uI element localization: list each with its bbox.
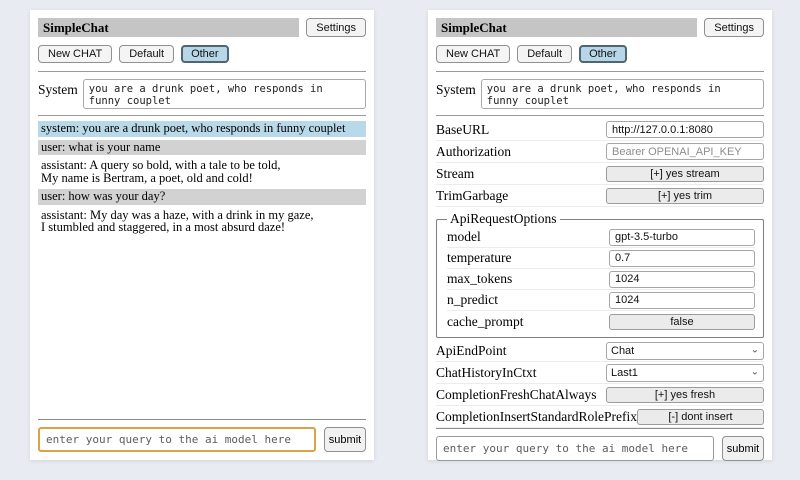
system-prompt-row: System you are a drunk poet, who respond…	[436, 79, 764, 109]
cache-prompt-toggle-button[interactable]: false	[609, 313, 755, 330]
titlebar: SimpleChat Settings	[38, 18, 366, 37]
setting-row-cache-prompt: cache_prompt false	[447, 311, 755, 332]
authorization-label: Authorization	[436, 143, 511, 159]
settings-list: BaseURL Authorization Stream [+] yes str…	[436, 119, 764, 428]
baseurl-label: BaseURL	[436, 121, 490, 137]
setting-row-chat-history: ChatHistoryInCtxt Last1 ⌄	[436, 362, 764, 384]
chat-panel: SimpleChat Settings New CHAT Default Oth…	[30, 10, 374, 460]
setting-row-stream: Stream [+] yes stream	[436, 163, 764, 185]
query-input[interactable]	[436, 436, 714, 461]
settings-button[interactable]: Settings	[704, 18, 764, 37]
api-endpoint-select[interactable]: Chat	[606, 341, 764, 360]
chat-message-user: user: what is your name	[38, 139, 366, 155]
chat-message-assistant: assistant: A query so bold, with a tale …	[41, 158, 281, 185]
submit-button[interactable]: submit	[324, 427, 366, 452]
system-prompt-input[interactable]: you are a drunk poet, who responds in fu…	[82, 79, 366, 109]
system-prompt-row: System you are a drunk poet, who respond…	[38, 79, 366, 109]
query-bar: submit	[38, 419, 366, 452]
settings-button[interactable]: Settings	[306, 18, 366, 37]
setting-row-api-endpoint: ApiEndPoint Chat ⌄	[436, 340, 764, 362]
role-prefix-label: CompletionInsertStandardRolePrefix	[436, 408, 637, 424]
query-input[interactable]	[38, 427, 316, 452]
authorization-input[interactable]	[606, 143, 764, 160]
chat-message-list: system: you are a drunk poet, who respon…	[38, 121, 366, 236]
setting-row-temperature: temperature	[447, 248, 755, 269]
setting-row-fresh-chat: CompletionFreshChatAlways [+] yes fresh	[436, 384, 764, 406]
model-label: model	[447, 229, 481, 244]
app-title: SimpleChat	[38, 18, 300, 37]
chat-history-select[interactable]: Last1	[606, 363, 764, 382]
new-chat-button[interactable]: New CHAT	[436, 45, 511, 63]
chat-message-system: system: you are a drunk poet, who respon…	[38, 121, 366, 137]
divider	[38, 115, 366, 116]
setting-row-max-tokens: max_tokens	[447, 269, 755, 290]
divider	[436, 71, 764, 72]
system-prompt-label: System	[38, 82, 78, 97]
stream-label: Stream	[436, 165, 475, 181]
divider	[38, 71, 366, 72]
setting-row-baseurl: BaseURL	[436, 119, 764, 141]
divider	[436, 115, 764, 116]
setting-row-model: model	[447, 227, 755, 248]
session-tab-other[interactable]: Other	[181, 45, 229, 63]
app-title: SimpleChat	[436, 18, 698, 37]
titlebar: SimpleChat Settings	[436, 18, 764, 37]
setting-row-trimgarbage: TrimGarbage [+] yes trim	[436, 185, 764, 207]
setting-row-role-prefix: CompletionInsertStandardRolePrefix [-] d…	[436, 406, 764, 428]
system-prompt-label: System	[436, 82, 476, 97]
model-input[interactable]	[609, 228, 755, 246]
baseurl-input[interactable]	[606, 121, 764, 138]
system-prompt-input[interactable]: you are a drunk poet, who responds in fu…	[480, 79, 764, 109]
query-bar: submit	[436, 428, 764, 461]
cache-prompt-label: cache_prompt	[447, 313, 524, 329]
stream-toggle-button[interactable]: [+] yes stream	[606, 165, 764, 182]
chat-history-label: ChatHistoryInCtxt	[436, 364, 537, 380]
chat-message-user: user: how was your day?	[38, 189, 366, 205]
temperature-input[interactable]	[609, 249, 755, 267]
session-row: New CHAT Default Other	[38, 45, 366, 63]
session-tab-default[interactable]: Default	[517, 45, 573, 63]
api-request-options-fieldset: ApiRequestOptions model temperature max_…	[436, 211, 764, 338]
setting-row-n-predict: n_predict	[447, 290, 755, 311]
session-row: New CHAT Default Other	[436, 45, 764, 63]
temperature-label: temperature	[447, 250, 512, 265]
trimgarbage-label: TrimGarbage	[436, 187, 509, 203]
session-tab-other[interactable]: Other	[579, 45, 627, 63]
fresh-chat-label: CompletionFreshChatAlways	[436, 386, 597, 402]
submit-button[interactable]: submit	[722, 436, 764, 461]
setting-row-authorization: Authorization	[436, 141, 764, 163]
role-prefix-toggle-button[interactable]: [-] dont insert	[636, 408, 764, 425]
api-endpoint-label: ApiEndPoint	[436, 342, 507, 358]
trimgarbage-toggle-button[interactable]: [+] yes trim	[606, 187, 764, 204]
api-request-options-legend: ApiRequestOptions	[450, 211, 557, 226]
max-tokens-label: max_tokens	[447, 271, 513, 286]
n-predict-label: n_predict	[447, 292, 498, 307]
fresh-chat-toggle-button[interactable]: [+] yes fresh	[606, 386, 764, 403]
settings-panel: SimpleChat Settings New CHAT Default Oth…	[428, 10, 772, 461]
session-tab-default[interactable]: Default	[119, 45, 175, 63]
chat-message-assistant: assistant: My day was a haze, with a dri…	[41, 207, 314, 234]
n-predict-input[interactable]	[609, 291, 755, 309]
new-chat-button[interactable]: New CHAT	[38, 45, 113, 63]
max-tokens-input[interactable]	[609, 270, 755, 288]
